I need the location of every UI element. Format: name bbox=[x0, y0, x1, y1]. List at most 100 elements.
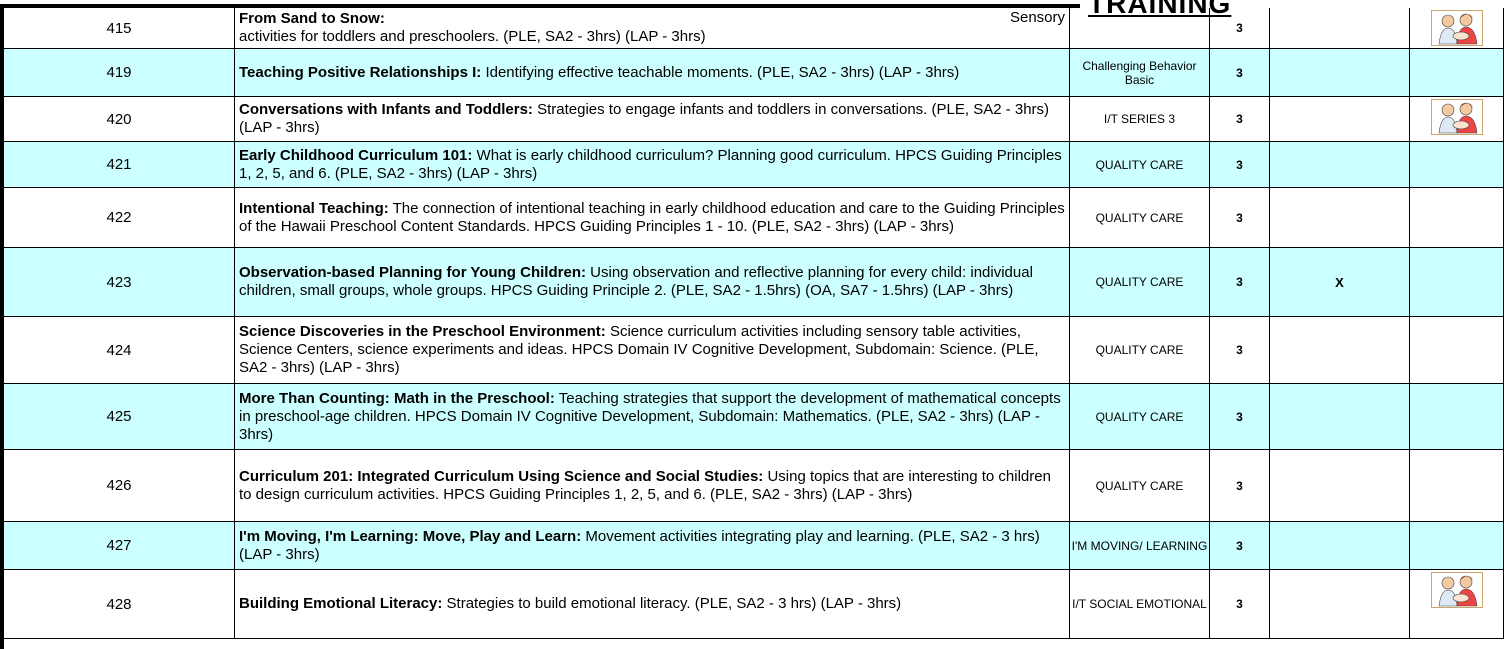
category: QUALITY CARE bbox=[1095, 275, 1184, 289]
icon-cell bbox=[1410, 97, 1504, 141]
course-number: 422 bbox=[4, 188, 235, 247]
course-title: Early Childhood Curriculum 101: bbox=[239, 146, 473, 164]
hours: 3 bbox=[1236, 343, 1243, 357]
course-description: What is early childhood curriculum? Plan… bbox=[239, 146, 1062, 182]
course-description: Using observation and reflective plannin… bbox=[239, 264, 1033, 299]
hours: 3 bbox=[1236, 478, 1243, 493]
hours: 3 bbox=[1236, 112, 1243, 126]
hours-cell: 3 bbox=[1210, 97, 1270, 141]
hours: 3 bbox=[1236, 409, 1243, 424]
category: QUALITY CARE bbox=[1095, 478, 1184, 493]
course-description: Strategies to engage infants and toddler… bbox=[239, 101, 1050, 136]
course-title: Curriculum 201: Integrated Curriculum Us… bbox=[239, 467, 764, 485]
course-number: 423 bbox=[4, 248, 235, 316]
description: Conversations with Infants and Toddlers:… bbox=[239, 101, 1065, 137]
course-title: Observation-based Planning for Young Chi… bbox=[239, 264, 586, 281]
table-row: 419 Teaching Positive Relationships I: Id… bbox=[4, 49, 1504, 97]
mark: X bbox=[1335, 274, 1344, 290]
description: I'm Moving, I'm Learning: Move, Play and… bbox=[239, 528, 1065, 564]
category-cell: I/T SERIES 3 bbox=[1070, 97, 1210, 141]
mark-cell bbox=[1270, 188, 1410, 247]
header-fragment: TRAINING bbox=[1088, 0, 1232, 19]
course-title: Conversations with Infants and Toddlers: bbox=[239, 101, 533, 118]
category: Challenging Behavior Basic bbox=[1082, 58, 1197, 87]
description-cell: Early Childhood Curriculum 101: What is … bbox=[235, 142, 1070, 187]
course-title: I'm Moving, I'm Learning: Move, Play and… bbox=[239, 527, 582, 545]
description-cell: Sensory From Sand to Snow: activities for … bbox=[235, 8, 1070, 48]
course-number: 426 bbox=[4, 450, 235, 521]
description-cell: Science Discoveries in the Preschool Env… bbox=[235, 317, 1070, 383]
course-description: Science curriculum activities including … bbox=[239, 323, 1039, 376]
hours: 3 bbox=[1236, 65, 1243, 80]
category: QUALITY CARE bbox=[1095, 409, 1184, 424]
mark-cell bbox=[1270, 142, 1410, 187]
description-cell: I'm Moving, I'm Learning: Move, Play and… bbox=[235, 522, 1070, 569]
description: Teaching Positive Relationships I: Ident… bbox=[239, 64, 1065, 82]
course-description: Movement activities integrating play and… bbox=[239, 527, 1040, 563]
hours: 3 bbox=[1236, 275, 1243, 289]
table-row: 426 Curriculum 201: Integrated Curriculum… bbox=[4, 450, 1504, 522]
course-description: Identifying effective teachable moments.… bbox=[485, 63, 960, 81]
course-number: 427 bbox=[4, 522, 235, 569]
course-number: 421 bbox=[4, 142, 235, 187]
description-cell: Curriculum 201: Integrated Curriculum Us… bbox=[235, 450, 1070, 521]
table-row: 415 Sensory From Sand to Snow: activities f… bbox=[4, 8, 1504, 49]
icon-cell bbox=[1410, 384, 1504, 449]
course-title: From Sand to Snow: bbox=[239, 10, 385, 27]
hours-cell: 3 bbox=[1210, 384, 1270, 449]
description: Early Childhood Curriculum 101: What is … bbox=[239, 147, 1065, 183]
hours: 3 bbox=[1236, 538, 1243, 553]
mark-cell bbox=[1270, 450, 1410, 521]
table-row: 421 Early Childhood Curriculum 101: What … bbox=[4, 142, 1504, 188]
category: QUALITY CARE bbox=[1095, 343, 1184, 357]
category: QUALITY CARE bbox=[1095, 210, 1184, 225]
course-number: 415 bbox=[4, 8, 235, 48]
category: I/T SERIES 3 bbox=[1103, 112, 1176, 126]
mark-cell bbox=[1270, 317, 1410, 383]
description-cell: Observation-based Planning for Young Chi… bbox=[235, 248, 1070, 316]
hours-cell: 3 bbox=[1210, 8, 1270, 48]
description: From Sand to Snow: activities for toddler… bbox=[239, 9, 1065, 46]
left-border bbox=[0, 4, 4, 649]
course-description: activities for toddlers and preschoolers… bbox=[239, 28, 706, 45]
description-cell: Intentional Teaching: The connection of … bbox=[235, 188, 1070, 247]
description: Building Emotional Literacy: Strategies … bbox=[239, 595, 1065, 613]
table-row: 423 Observation-based Planning for Young … bbox=[4, 248, 1504, 317]
category: QUALITY CARE bbox=[1095, 157, 1184, 172]
category-cell: I'M MOVING/ LEARNING bbox=[1070, 522, 1210, 569]
category: I/T SOCIAL EMOTIONAL bbox=[1072, 597, 1207, 611]
course-title: Science Discoveries in the Preschool Env… bbox=[239, 323, 606, 340]
category-cell: Challenging Behavior Basic bbox=[1070, 49, 1210, 96]
icon-cell bbox=[1410, 522, 1504, 569]
icon-cell bbox=[1410, 8, 1504, 48]
description-cell: Teaching Positive Relationships I: Ident… bbox=[235, 49, 1070, 96]
course-number: 419 bbox=[4, 49, 235, 96]
course-description: Teaching strategies that support the dev… bbox=[239, 389, 1061, 443]
description: Intentional Teaching: The connection of … bbox=[239, 200, 1065, 236]
description: Science Discoveries in the Preschool Env… bbox=[239, 323, 1065, 377]
description-cell: More Than Counting: Math in the Preschoo… bbox=[235, 384, 1070, 449]
icon-cell bbox=[1410, 317, 1504, 383]
icon-cell bbox=[1410, 570, 1504, 638]
category: I'M MOVING/ LEARNING bbox=[1071, 538, 1208, 553]
top-border bbox=[0, 4, 1080, 8]
course-title: Teaching Positive Relationships I: bbox=[239, 63, 482, 81]
hours-cell: 3 bbox=[1210, 49, 1270, 96]
course-number: 425 bbox=[4, 384, 235, 449]
mark-cell bbox=[1270, 570, 1410, 638]
icon bbox=[1430, 10, 1483, 46]
table-row: 420 Conversations with Infants and Toddle… bbox=[4, 97, 1504, 142]
description-cell: Building Emotional Literacy: Strategies … bbox=[235, 570, 1070, 638]
hours-cell: 3 bbox=[1210, 522, 1270, 569]
table-row: 427 I'm Moving, I'm Learning: Move, Play … bbox=[4, 522, 1504, 570]
hours: 3 bbox=[1236, 210, 1243, 225]
course-number: 424 bbox=[4, 317, 235, 383]
course-number: 428 bbox=[4, 570, 235, 638]
hours-cell: 3 bbox=[1210, 142, 1270, 187]
hours-cell: 3 bbox=[1210, 317, 1270, 383]
category-cell: QUALITY CARE bbox=[1070, 450, 1210, 521]
hours-cell: 3 bbox=[1210, 248, 1270, 316]
category-cell: QUALITY CARE bbox=[1070, 142, 1210, 187]
hours: 3 bbox=[1236, 21, 1243, 35]
